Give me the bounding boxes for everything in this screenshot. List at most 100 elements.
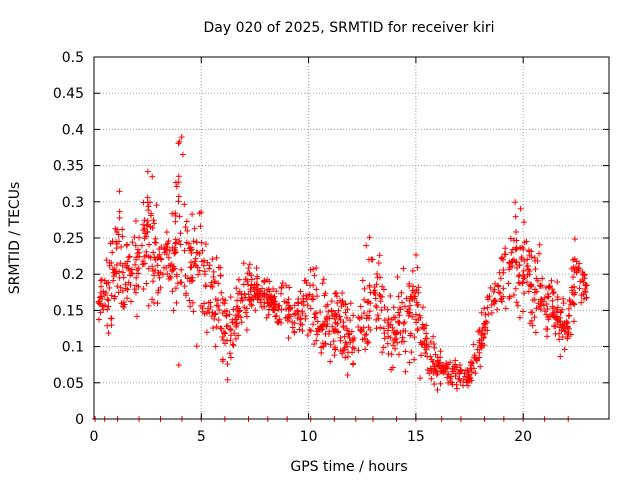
data-point	[248, 302, 255, 309]
data-point	[163, 229, 170, 236]
data-point	[105, 330, 112, 337]
data-point	[344, 327, 351, 334]
data-point	[322, 340, 329, 347]
data-point	[300, 292, 307, 299]
data-point	[422, 335, 429, 342]
data-point	[385, 333, 392, 340]
data-point	[270, 295, 277, 302]
data-point	[145, 265, 152, 272]
data-point	[456, 370, 463, 377]
x-tick-labels: 0 5 10 15 20	[90, 429, 533, 445]
data-point	[365, 339, 372, 346]
data-point	[412, 311, 419, 318]
data-point	[330, 338, 337, 345]
data-point	[111, 269, 118, 276]
data-point	[186, 245, 193, 252]
data-point	[175, 362, 182, 369]
data-point	[540, 302, 547, 309]
data-point	[181, 283, 188, 290]
data-point	[179, 151, 186, 158]
data-point	[560, 300, 567, 307]
data-point	[116, 274, 123, 281]
data-point	[238, 319, 245, 326]
data-point	[192, 258, 199, 265]
data-point	[560, 325, 567, 332]
data-point	[373, 325, 380, 332]
data-point	[578, 292, 585, 299]
data-point	[484, 304, 491, 311]
data-point	[390, 342, 397, 349]
data-point	[423, 346, 430, 353]
data-point	[565, 313, 572, 320]
data-point	[103, 289, 110, 296]
data-point	[140, 286, 147, 293]
data-point	[155, 254, 162, 261]
data-point	[392, 331, 399, 338]
data-point	[580, 279, 587, 286]
data-point	[340, 347, 347, 354]
data-point	[236, 308, 243, 315]
data-point	[339, 299, 346, 306]
data-point	[491, 286, 498, 293]
data-point	[363, 242, 370, 249]
data-point	[508, 249, 515, 256]
data-point	[389, 324, 396, 331]
data-point	[106, 284, 113, 291]
data-point	[195, 271, 202, 278]
data-point	[140, 227, 147, 234]
axis-ticks	[93, 56, 609, 420]
data-point	[145, 203, 152, 210]
data-point	[529, 297, 536, 304]
data-point	[453, 385, 460, 392]
data-point	[482, 326, 489, 333]
data-point	[366, 284, 373, 291]
data-point	[138, 242, 145, 249]
data-point	[317, 309, 324, 316]
data-point	[377, 324, 384, 331]
data-point	[237, 307, 244, 314]
data-point	[299, 327, 306, 334]
data-point	[380, 344, 387, 351]
y-tick-label: 0.05	[53, 376, 84, 392]
data-point	[149, 296, 156, 303]
data-point	[272, 313, 279, 320]
data-point	[513, 299, 520, 306]
data-point	[552, 330, 559, 337]
data-point	[183, 292, 190, 299]
data-point	[430, 363, 437, 370]
data-point	[165, 275, 172, 282]
data-point	[260, 303, 267, 310]
data-point	[543, 325, 550, 332]
data-point	[570, 300, 577, 307]
data-point	[291, 302, 298, 309]
data-point	[115, 289, 122, 296]
data-point	[362, 346, 369, 353]
data-point	[96, 300, 103, 307]
data-point	[223, 323, 230, 330]
data-point	[509, 257, 516, 264]
data-point	[239, 297, 246, 304]
data-point	[215, 280, 222, 287]
data-point	[307, 327, 314, 334]
data-point	[291, 329, 298, 336]
data-point	[284, 317, 291, 324]
data-point	[337, 337, 344, 344]
data-point	[357, 327, 364, 334]
data-point	[208, 279, 215, 286]
data-point	[372, 295, 379, 302]
y-axis-title: SRMTID / TECUs	[7, 182, 23, 295]
data-point	[201, 268, 208, 275]
data-point	[193, 249, 200, 256]
data-point	[227, 327, 234, 334]
data-point	[313, 337, 320, 344]
data-point	[388, 366, 395, 373]
data-point	[140, 260, 147, 267]
data-point	[387, 292, 394, 299]
data-point	[113, 245, 120, 252]
data-point	[221, 330, 228, 337]
data-point	[187, 264, 194, 271]
data-point	[413, 251, 420, 258]
data-point	[223, 307, 230, 314]
data-point	[285, 296, 292, 303]
data-point	[296, 316, 303, 323]
